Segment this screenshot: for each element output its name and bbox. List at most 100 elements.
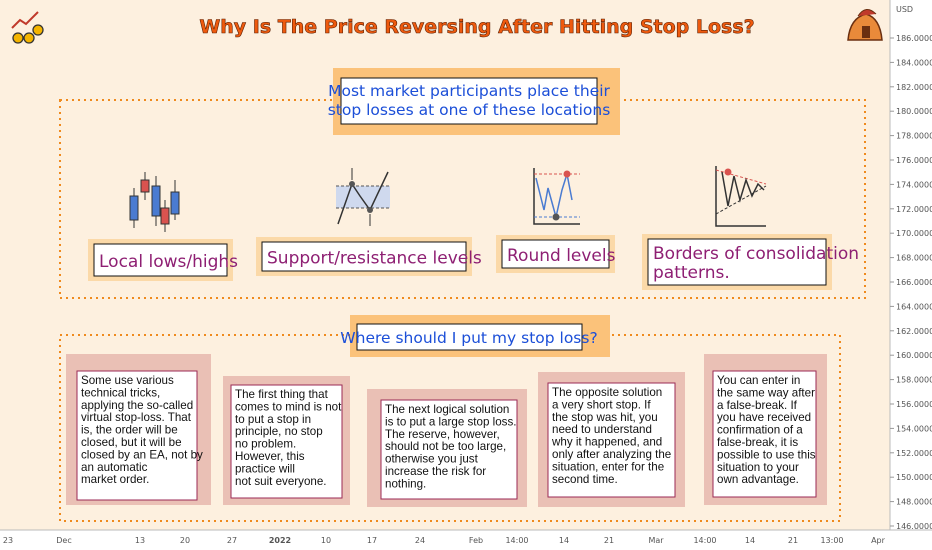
price-label: 158.00000 — [896, 376, 932, 385]
title: Why Is The Price Reversing After Hitting… — [199, 16, 754, 38]
price-label: 156.00000 — [896, 400, 932, 409]
time-label: Mar — [648, 536, 664, 545]
round-levels-icon — [533, 168, 580, 225]
price-label: 154.00000 — [896, 424, 932, 433]
card-line: closed, but it will be — [81, 436, 182, 449]
location-label: Borders of consolidation — [653, 244, 859, 264]
label-box — [647, 238, 827, 286]
time-label: 17 — [367, 536, 377, 545]
price-label: 176.00000 — [896, 156, 932, 165]
time-label: 21 — [788, 536, 798, 545]
card-line: practice will — [235, 462, 295, 475]
price-label: 172.00000 — [896, 205, 932, 214]
time-label: 14 — [559, 536, 569, 545]
card — [380, 399, 518, 500]
card-line: why it happened, and — [551, 436, 662, 449]
card-line: second time. — [552, 473, 618, 486]
card-line: only after analyzing the — [552, 448, 671, 461]
card-line: principle, no stop — [235, 425, 323, 438]
card-line: otherwise you just — [385, 453, 479, 466]
card-line: The first thing that — [235, 388, 329, 401]
location-label: patterns. — [653, 263, 730, 283]
time-label: 24 — [415, 536, 425, 545]
card-line: comes to mind is not — [235, 400, 342, 413]
location-label: Round levels — [507, 246, 616, 266]
card — [230, 384, 343, 499]
card-line: not suit everyone. — [235, 475, 327, 488]
price-label: 182.00000 — [896, 83, 932, 92]
label-box — [501, 239, 610, 269]
heading-line: Most market participants place their — [328, 82, 610, 100]
card-line: nothing. — [385, 477, 426, 490]
card — [76, 370, 198, 501]
time-label: 14:00 — [693, 536, 716, 545]
location-label: Local lows/highs — [99, 252, 238, 272]
time-label: 10 — [321, 536, 331, 545]
card-line: The reserve, however, — [385, 428, 500, 441]
card-line: no problem. — [235, 438, 296, 451]
time-label: 2022 — [269, 536, 291, 545]
card-line: technical tricks, — [81, 386, 160, 399]
card-line: should not be too large, — [385, 440, 506, 453]
price-label: 152.00000 — [896, 449, 932, 458]
price-label: 168.00000 — [896, 254, 932, 263]
card-line: confirmation of a — [717, 424, 803, 437]
time-label: Dec — [56, 536, 71, 545]
card-line: to put a stop in — [235, 413, 311, 426]
price-label: 162.00000 — [896, 327, 932, 336]
price-label: 180.00000 — [896, 107, 932, 116]
card-line: applying the so-called — [81, 399, 193, 412]
card-line: need to understand — [552, 423, 652, 436]
card-line: false-break, it is — [717, 436, 798, 449]
card-line: situation, enter for the — [552, 460, 664, 473]
heading-line: stop losses at one of these locations — [328, 101, 611, 119]
price-label: 184.00000 — [896, 58, 932, 67]
card-line: market order. — [81, 473, 149, 486]
price-label: 178.00000 — [896, 132, 932, 141]
card-line: the same way after — [717, 386, 815, 399]
location-label: Support/resistance levels — [267, 249, 482, 269]
time-label: 13 — [135, 536, 145, 545]
candles-icon — [129, 172, 180, 232]
card-line: is, the order will be — [81, 424, 178, 437]
time-label: Feb — [469, 536, 483, 545]
card-line: is to put a large stop loss. — [385, 415, 516, 428]
card-line: a very short stop. If — [552, 398, 651, 411]
card-line: closed by an EA, not by — [81, 448, 203, 461]
card-line: a false-break. If — [717, 399, 798, 412]
card — [712, 370, 817, 498]
card-line: The next logical solution — [385, 403, 509, 416]
card-line: The opposite solution — [552, 386, 662, 399]
card-line: the stop was hit, you — [552, 411, 658, 424]
price-label: 146.00000 — [896, 522, 932, 531]
price-label: 164.00000 — [896, 302, 932, 311]
time-label: 21 — [604, 536, 614, 545]
card-line: virtual stop-loss. That — [81, 411, 192, 424]
time-label: 27 — [227, 536, 237, 545]
price-label: 170.00000 — [896, 229, 932, 238]
card-line: an automatic — [81, 461, 148, 474]
card-line: increase the risk for — [385, 465, 486, 478]
card-line: own advantage. — [717, 473, 799, 486]
time-label: 23 — [3, 536, 13, 545]
support-resistance-icon — [336, 168, 390, 226]
heading-box — [340, 77, 598, 125]
price-label: 186.00000 — [896, 34, 932, 43]
label-box — [93, 243, 228, 277]
logo-icon — [11, 11, 44, 44]
price-label: 166.00000 — [896, 278, 932, 287]
card-line: However, this — [235, 450, 305, 463]
price-label: 148.00000 — [896, 498, 932, 507]
currency: USD — [896, 5, 913, 14]
helmet-icon — [847, 9, 883, 41]
consolidation-icon — [715, 166, 767, 227]
price-label: 150.00000 — [896, 473, 932, 482]
heading-box — [356, 323, 583, 351]
heading: Where should I put my stop loss? — [340, 329, 597, 347]
card-line: You can enter in — [717, 374, 800, 387]
time-label: Apr — [871, 536, 886, 545]
card-line: possible to use this — [717, 448, 816, 461]
label-box — [261, 241, 467, 272]
price-label: 160.00000 — [896, 351, 932, 360]
